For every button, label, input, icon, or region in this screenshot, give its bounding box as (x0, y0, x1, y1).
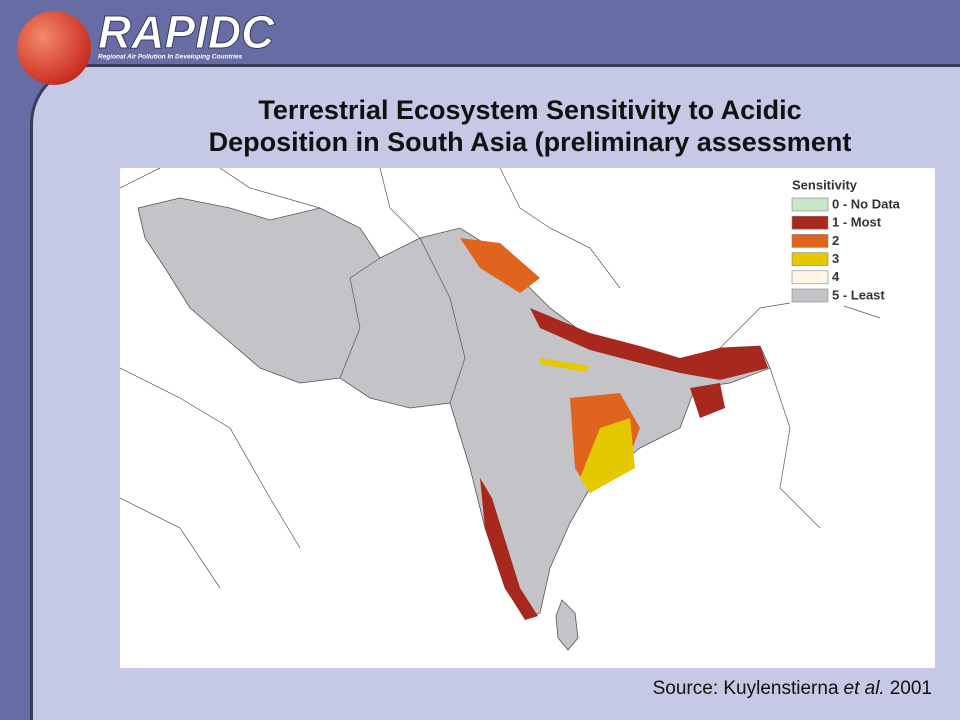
legend-swatch (791, 252, 829, 266)
legend-label: 1 - Most (832, 215, 882, 230)
legend-swatch (791, 270, 829, 285)
island (555, 599, 579, 651)
title-line: Deposition in South Asia (preliminary as… (208, 127, 852, 157)
legend-label: 0 - No Data (832, 196, 901, 211)
legend-swatch (791, 288, 829, 303)
legend-title: Sensitivity (792, 177, 858, 192)
title-line: Terrestrial Ecosystem Sensitivity to Aci… (258, 95, 802, 125)
land (137, 197, 771, 651)
source: Source: Kuylenstierna et al. 2001 (653, 678, 932, 700)
logo-circle (17, 11, 91, 85)
source-text: Source: Kuylenstierna (652, 678, 839, 699)
sensitivity-area (460, 238, 540, 293)
map: Sensitivity 0 - No Data 1 - Most 2 3 4 5 - Le… (120, 168, 935, 668)
logo-subtitle: Regional Air Pollution In Developing Cou… (98, 54, 243, 61)
sensitivity-area (580, 418, 635, 493)
sensitivity-area (690, 383, 725, 418)
sensitivity-area (540, 358, 590, 372)
legend-label: 2 (832, 233, 839, 248)
source-text: 2001 (889, 678, 932, 699)
legend-swatch (791, 197, 829, 212)
logo-title: RAPIDC (98, 6, 275, 58)
sensitivity-area (530, 308, 768, 380)
legend: 0 - No Data 1 - Most 2 3 4 5 - Least (791, 196, 901, 303)
logo: RAPIDC Regional Air Pollution In Develop… (17, 6, 276, 85)
borders (120, 168, 881, 589)
landmass (137, 197, 771, 619)
legend-label: 4 (832, 269, 840, 284)
legend-swatch (791, 234, 829, 248)
legend-label: 3 (832, 251, 839, 266)
slide-title: Terrestrial Ecosystem Sensitivity to Aci… (100, 94, 960, 158)
legend-label: 5 - Least (832, 287, 885, 302)
legend-swatch (791, 215, 829, 230)
sensitivity-area (480, 478, 538, 620)
source-text: et al. (843, 678, 885, 699)
